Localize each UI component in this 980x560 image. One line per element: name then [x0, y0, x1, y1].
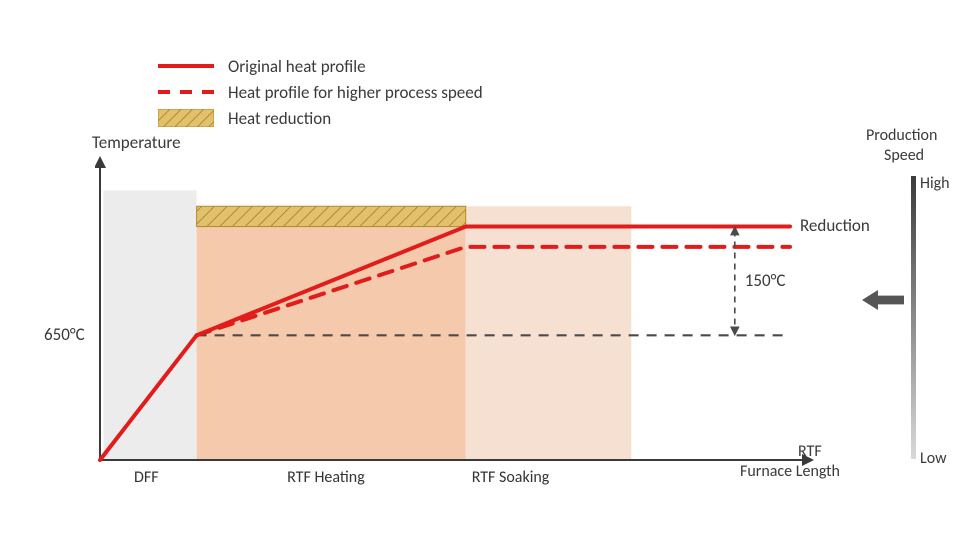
legend-swatch-dashed — [158, 90, 214, 94]
chart-svg — [95, 155, 825, 475]
legend-label: Heat reduction — [228, 108, 331, 129]
reduction-label: Reduction — [800, 215, 870, 236]
zone-label-heating: RTF Heating — [287, 468, 365, 487]
y-tick-650: 650°C — [44, 324, 85, 345]
delta-label: 150°C — [745, 270, 786, 291]
right-title-1: Production — [866, 126, 937, 145]
y-axis-title: Temperature — [92, 132, 181, 153]
legend-label: Heat profile for higher process speed — [228, 82, 483, 103]
zone-label-soaking: RTF Soaking — [472, 468, 550, 487]
zone-label-dff: DFF — [134, 468, 159, 487]
speed-arrow-icon — [862, 290, 904, 310]
right-title-2: Speed — [884, 146, 924, 165]
legend-swatch-hatch — [158, 109, 214, 127]
speed-gradient-bar — [908, 176, 930, 461]
legend-swatch-solid — [158, 64, 214, 68]
legend-label: Original heat profile — [228, 56, 366, 77]
